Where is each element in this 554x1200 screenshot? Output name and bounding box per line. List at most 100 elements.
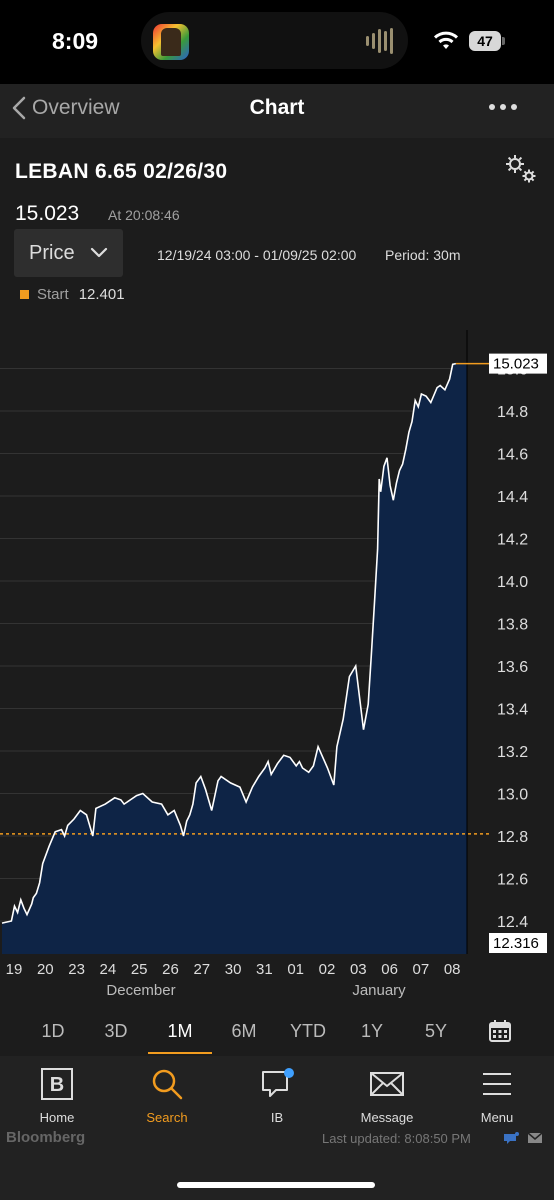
tab-ib-label: IB: [270, 1110, 284, 1125]
chart-panel: LEBAN 6.65 02/26/30 15.023 At 20:08:46 P…: [0, 138, 554, 1008]
y-tick-label: 13.6: [497, 659, 528, 676]
x-tick-label: 31: [256, 961, 273, 978]
active-period-indicator: [148, 1052, 212, 1054]
period-5y[interactable]: 5Y: [424, 1021, 448, 1041]
settings-gear-icon[interactable]: [503, 153, 539, 185]
period-1d[interactable]: 1D: [41, 1021, 65, 1041]
tab-home[interactable]: B Home: [7, 1066, 107, 1125]
price-chart[interactable]: 15.014.814.614.414.214.013.813.613.413.2…: [0, 330, 554, 1008]
audio-wave-icon: [372, 33, 375, 49]
bloomberg-logo: Bloomberg: [6, 1129, 86, 1146]
legend-value: 12.401: [78, 286, 125, 303]
audio-wave-icon: [384, 31, 387, 51]
min-value-box: [489, 933, 547, 953]
envelope-icon: [370, 1072, 404, 1096]
nav-bar: Overview Chart: [0, 84, 554, 138]
field-selector-value: Price: [29, 241, 75, 264]
x-tick-label: 20: [37, 961, 54, 978]
bloomberg-b-icon: B: [41, 1068, 73, 1100]
x-tick-label: 01: [287, 961, 304, 978]
tab-menu[interactable]: Menu: [447, 1066, 547, 1125]
chevron-down-icon: [90, 247, 108, 258]
audio-wave-icon: [390, 28, 393, 54]
audio-wave-icon: [378, 29, 381, 53]
legend-swatch: [20, 290, 29, 299]
clock: 8:09: [52, 28, 99, 54]
hamburger-icon: [483, 1073, 511, 1095]
last-value-label: 15.023: [493, 356, 539, 373]
x-tick-label: 08: [444, 961, 461, 978]
field-selector-dropdown[interactable]: Price: [14, 229, 123, 277]
y-tick-label: 14.8: [497, 404, 528, 421]
calendar-icon[interactable]: [488, 1019, 512, 1043]
price-area-fill: [2, 363, 467, 955]
price-timestamp: At 20:08:46: [108, 207, 180, 223]
tab-search-label: Search: [146, 1110, 188, 1125]
x-tick-label: 06: [381, 961, 398, 978]
chat-small-icon: [504, 1132, 519, 1144]
x-tick-label: 27: [193, 961, 210, 978]
period-1y[interactable]: 1Y: [360, 1021, 384, 1041]
now-playing-artwork-icon[interactable]: [153, 24, 189, 60]
x-tick-label: 03: [350, 961, 367, 978]
y-tick-label: 13.4: [497, 702, 528, 719]
last-updated: Last updated: 8:08:50 PM: [322, 1131, 471, 1146]
y-tick-label: 14.6: [497, 447, 528, 464]
back-label: Overview: [32, 96, 120, 119]
search-icon: [152, 1069, 183, 1100]
tab-home-label: Home: [39, 1110, 75, 1125]
ib-notification-badge: [284, 1068, 294, 1078]
x-tick-label: 23: [68, 961, 85, 978]
x-tick-label: 25: [131, 961, 148, 978]
last-value-box: [489, 353, 547, 374]
audio-wave-icon: [366, 36, 369, 46]
battery-icon: 47: [469, 31, 501, 51]
y-tick-label: 14.4: [497, 489, 528, 506]
last-price: 15.023: [15, 202, 80, 225]
price-series-line: [1, 362, 457, 924]
tab-search[interactable]: Search: [117, 1066, 217, 1125]
y-tick-label: 12.6: [497, 872, 528, 889]
y-tick-label: 12.4: [497, 914, 528, 931]
envelope-small-icon: [527, 1132, 543, 1143]
x-tick-label: 07: [413, 961, 430, 978]
security-title: LEBAN 6.65 02/26/30: [15, 160, 228, 183]
x-tick-label: 26: [162, 961, 179, 978]
chat-icon: [262, 1068, 294, 1097]
period-ytd[interactable]: YTD: [290, 1021, 326, 1041]
more-options-icon[interactable]: [488, 103, 518, 111]
chevron-left-icon: [12, 96, 26, 120]
tab-menu-label: Menu: [480, 1110, 514, 1125]
y-tick-label: 14.0: [497, 574, 528, 591]
y-tick-label: 12.8: [497, 829, 528, 846]
period-6m[interactable]: 6M: [231, 1021, 257, 1041]
x-tick-label: 02: [319, 961, 336, 978]
month-label-december: December: [106, 982, 175, 999]
back-button[interactable]: Overview: [12, 96, 120, 120]
tab-message[interactable]: Message: [337, 1066, 437, 1125]
month-label-january: January: [352, 982, 406, 999]
battery-tip: [502, 37, 505, 45]
svg-text:B: B: [50, 1074, 64, 1096]
bar-period: Period: 30m: [385, 247, 461, 263]
page-title: Chart: [249, 96, 305, 119]
y-tick-label: 14.2: [497, 532, 528, 549]
y-tick-label: 13.8: [497, 617, 528, 634]
period-3d[interactable]: 3D: [104, 1021, 128, 1041]
x-tick-label: 19: [6, 961, 23, 978]
tab-bar: B Home Search IB Message: [0, 1056, 554, 1200]
home-indicator: [177, 1182, 375, 1188]
date-range: 12/19/24 03:00 - 01/09/25 02:00: [157, 247, 357, 263]
x-tick-label: 30: [225, 961, 242, 978]
period-1m[interactable]: 1M: [167, 1021, 193, 1041]
min-value-label: 12.316: [493, 935, 539, 952]
wifi-icon: [433, 31, 459, 49]
x-tick-label: 24: [100, 961, 117, 978]
chart-legend: Start 12.401: [20, 286, 125, 303]
y-tick-label: 13.0: [497, 787, 528, 804]
period-selector: 1D 3D 1M 6M YTD 1Y 5Y: [0, 1008, 554, 1056]
footer-icons: [503, 1132, 543, 1145]
tab-ib[interactable]: IB: [227, 1066, 327, 1125]
tab-message-label: Message: [360, 1110, 414, 1125]
y-tick-label: 13.2: [497, 744, 528, 761]
